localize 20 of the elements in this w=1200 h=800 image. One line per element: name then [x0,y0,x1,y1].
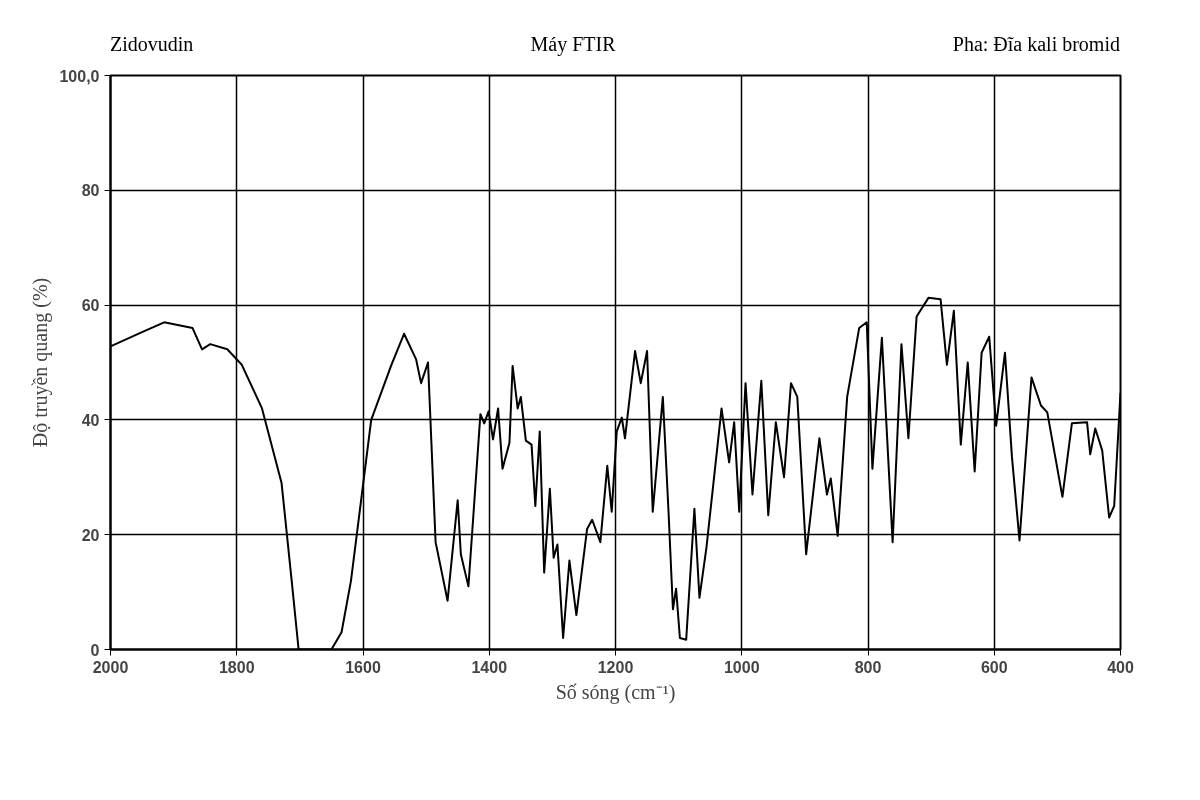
x-tick-label: 1400 [471,658,508,676]
x-tick-label: 800 [854,658,882,676]
x-tick-label: 1800 [218,658,255,676]
y-tick-label: 40 [81,411,100,429]
x-tick-label: 600 [980,658,1008,676]
x-tick-label: 2000 [92,658,129,676]
x-tick-label: 400 [1107,658,1134,676]
y-tick-label: 80 [81,182,100,200]
x-axis-title: Số sóng (cm⁻¹) [555,680,676,704]
y-tick-label: 0 [90,641,100,659]
x-tick-label: 1200 [597,658,634,676]
y-axis-title: Độ truyền quang (%) [29,277,53,448]
text: Pha: Đĩa kali bromid [952,32,1120,57]
chart-title: Máy FTIR [530,32,616,58]
y-tick-label: 60 [81,297,100,315]
x-tick-label: 1000 [723,658,760,676]
y-tick-label: 100,0 [59,67,100,85]
text: Zidovudin [110,32,194,57]
y-tick-label: 20 [81,526,100,544]
x-tick-label: 1600 [345,658,381,676]
